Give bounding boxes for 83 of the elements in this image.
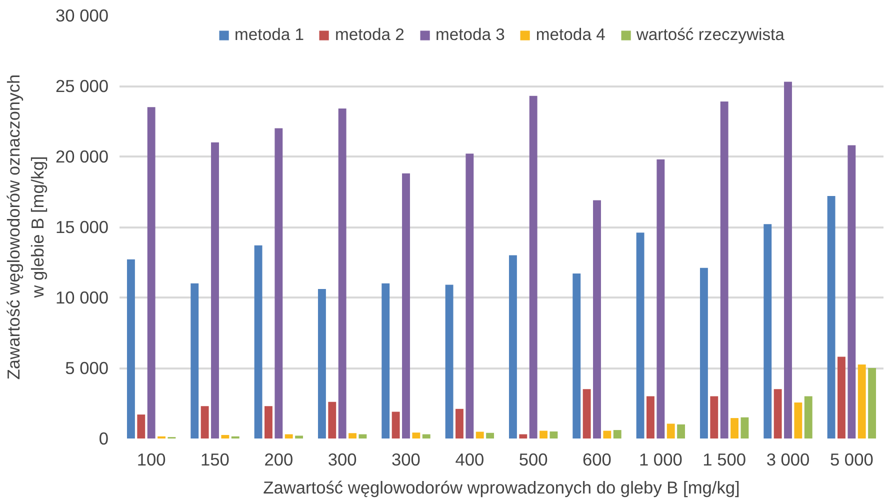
bar (211, 142, 219, 438)
bar (456, 408, 464, 438)
y-tick-label: 15 000 (56, 217, 108, 237)
bar (358, 434, 367, 438)
bar (284, 434, 293, 438)
x-tick-label: 5 000 (830, 450, 874, 470)
legend-label: metoda 1 (234, 25, 304, 45)
bar (700, 268, 708, 438)
x-tick-label: 400 (455, 450, 484, 470)
x-tick-label: 150 (200, 450, 230, 470)
bar (274, 128, 283, 438)
bar (445, 284, 454, 438)
bar (422, 434, 430, 438)
bar (858, 364, 866, 438)
y-axis-title: Zawartość węglowodorów oznaczonych w glebie B [mg/kg] (4, 74, 48, 380)
bar (221, 434, 230, 438)
x-axis-title: Zawartość węglowodorów wprowadzonych do gleby B [mg/kg] (263, 478, 740, 498)
bar (529, 96, 538, 438)
bar (774, 389, 782, 438)
bar (868, 368, 876, 438)
x-tick-label: 1 500 (702, 450, 746, 470)
y-tick-label: 30 000 (56, 6, 108, 26)
bar (486, 432, 494, 438)
bar (710, 396, 718, 438)
bar (126, 259, 135, 438)
bar (572, 274, 581, 438)
x-tick-label: 1 000 (638, 450, 682, 470)
bar (827, 196, 836, 438)
bar (656, 159, 665, 438)
y-tick-label: 10 000 (56, 288, 108, 308)
bar (582, 389, 591, 438)
bar (508, 255, 517, 438)
bar (137, 414, 146, 438)
bar (794, 402, 802, 438)
bar (402, 173, 410, 438)
legend-label: wartość rzeczywista (636, 25, 784, 45)
y-tick-label: 25 000 (56, 76, 108, 96)
x-tick-label: 300 (328, 450, 357, 470)
bar (147, 107, 156, 438)
bar (200, 406, 209, 438)
bar (730, 418, 738, 438)
bar (328, 402, 336, 438)
bar (264, 406, 272, 438)
bar (295, 436, 304, 438)
x-tick-label: 500 (518, 450, 548, 470)
bar (677, 424, 686, 438)
y-tick-label: 0 (98, 428, 109, 448)
bar (466, 154, 474, 438)
bar (740, 417, 749, 438)
bar (519, 434, 528, 438)
y-tick-label: 20 000 (56, 146, 108, 166)
bar (720, 102, 728, 438)
y-tick-label: 5 000 (65, 358, 109, 378)
x-tick-label: 100 (136, 450, 166, 470)
legend-label: metoda 2 (335, 25, 404, 45)
legend-label: metoda 3 (435, 25, 505, 45)
bar (550, 431, 558, 438)
x-tick-label: 3 000 (766, 450, 810, 470)
bar (784, 82, 792, 438)
bar (318, 289, 326, 438)
bar (848, 145, 856, 438)
bar (476, 432, 484, 438)
bar (666, 424, 675, 438)
bar (338, 108, 346, 438)
bar (838, 356, 846, 438)
bar (603, 430, 612, 438)
bar (348, 433, 356, 438)
bar (540, 430, 548, 438)
bar (646, 396, 654, 438)
bar (764, 224, 772, 438)
x-tick-label: 600 (582, 450, 612, 470)
bar (636, 232, 644, 438)
bar (382, 283, 390, 438)
x-tick-label: 300 (392, 450, 420, 470)
bar (392, 412, 400, 438)
bar (613, 430, 622, 438)
legend-label: metoda 4 (536, 25, 606, 45)
x-tick-label: 200 (264, 450, 294, 470)
bar (804, 396, 812, 438)
bar (593, 200, 601, 438)
bar (412, 432, 420, 438)
bar (254, 245, 262, 438)
bar (190, 283, 199, 438)
